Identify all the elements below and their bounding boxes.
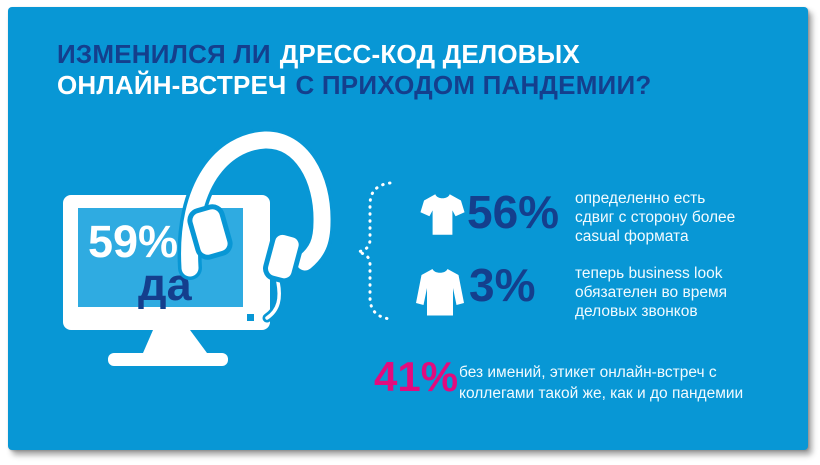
monitor-headphones-illustration: 59% да	[53, 128, 353, 380]
title-part-dark-1: ИЗМЕНИЛСЯ ЛИ	[57, 39, 271, 69]
right-earcup-icon	[263, 229, 304, 284]
infographic-card: ИЗМЕНИЛСЯ ЛИ ДРЕСС-КОД ДЕЛОВЫХ ОНЛАЙН-ВСТ…	[8, 7, 808, 450]
left-earcup-icon	[187, 204, 233, 260]
stat-value-business: 3%	[469, 259, 536, 311]
stat-desc-line: без имений, этикет онлайн-встреч с	[459, 364, 717, 381]
stat-desc-casual: определенно есть сдвиг с сторону более c…	[575, 189, 735, 246]
stat-value-no-change: 41%	[374, 353, 459, 400]
monitor-base	[108, 353, 228, 366]
page-title: ИЗМЕНИЛСЯ ЛИ ДРЕСС-КОД ДЕЛОВЫХ ОНЛАЙН-ВСТ…	[57, 39, 651, 101]
stat-desc-line: сдвиг с сторону более	[575, 209, 736, 226]
shirt-icon	[415, 262, 465, 322]
stat-desc-business: теперь business look обязателен во время…	[575, 264, 727, 321]
stat-desc-line: casual формата	[575, 228, 689, 245]
monitor-stand	[143, 330, 207, 353]
headphones-icon	[177, 128, 335, 323]
stat-desc-line: обязателен во время	[575, 284, 728, 301]
title-line-2: ОНЛАЙН-ВСТРЕЧ С ПРИХОДОМ ПАНДЕМИИ?	[57, 70, 651, 101]
title-part-dark-2: С ПРИХОДОМ ПАНДЕМИИ?	[295, 70, 652, 100]
yes-percent-value: 59%	[88, 216, 178, 267]
title-part-light-1: ДРЕСС-КОД ДЕЛОВЫХ	[279, 39, 580, 69]
title-line-1: ИЗМЕНИЛСЯ ЛИ ДРЕСС-КОД ДЕЛОВЫХ	[57, 39, 651, 70]
stat-desc-line: определенно есть	[575, 190, 706, 207]
power-dot-icon	[247, 314, 254, 321]
stat-desc-line: деловых звонков	[575, 303, 698, 320]
dotted-brace-icon	[356, 179, 400, 329]
stat-desc-line: коллегами такой же, как и до пандемии	[459, 385, 744, 402]
tshirt-icon	[420, 189, 465, 239]
stat-desc-no-change: без имений, этикет онлайн-встреч с колле…	[459, 362, 743, 404]
monitor-headphones-icon: 59% да	[63, 128, 335, 366]
title-part-light-2: ОНЛАЙН-ВСТРЕЧ	[57, 70, 287, 100]
stat-desc-line: теперь business look	[575, 265, 723, 282]
stat-value-casual: 56%	[467, 186, 560, 238]
